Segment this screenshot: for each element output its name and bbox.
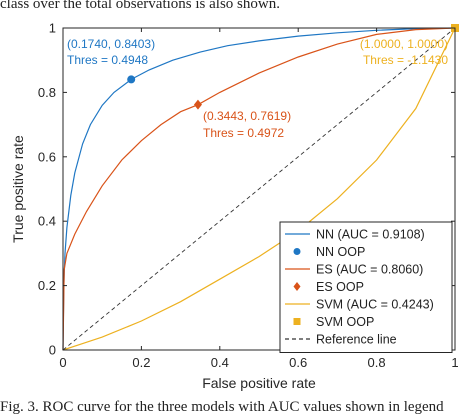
legend-label: ES (AUC = 0.8060) xyxy=(316,263,423,277)
legend-label: Reference line xyxy=(316,333,397,347)
plot-frame xyxy=(62,27,456,351)
caption-top: class over the total observations is als… xyxy=(0,0,280,12)
x-axis-label: False positive rate xyxy=(202,375,316,391)
y-axis-label: True positive rate xyxy=(10,135,26,243)
legend: NN (AUC = 0.9108) NN OOP ES (AUC = 0.8060)… xyxy=(279,221,453,353)
legend-label: SVM OOP xyxy=(316,315,374,329)
nn-oop-marker xyxy=(127,75,136,84)
annotations-layer: (0.1740, 0.8403) Thres = 0.4948 (0.3443, 0… xyxy=(67,37,448,140)
svm-curve xyxy=(62,27,456,351)
legend-label: NN (AUC = 0.9108) xyxy=(316,228,425,242)
legend-label: NN OOP xyxy=(316,245,365,259)
y-tick-label: 1 xyxy=(49,21,56,36)
x-tick-label: 0.6 xyxy=(289,355,307,370)
y-tick-label: 0.4 xyxy=(38,214,56,229)
y-tick-label: 0 xyxy=(49,343,56,358)
svm-oop-coords-label: (1.0000, 1.0000) xyxy=(360,37,448,51)
x-tick-label: 0.2 xyxy=(132,355,150,370)
legend-symbol xyxy=(293,282,301,291)
y-tick-label: 0.2 xyxy=(38,278,56,293)
nn-oop-threshold-label: Thres = 0.4948 xyxy=(67,53,148,67)
caption-bottom: Fig. 3. ROC curve for the three models w… xyxy=(0,399,444,415)
x-tick-label: 0.8 xyxy=(368,355,386,370)
ticks-layer: 0 0.2 0.4 0.6 0.8 1 0 0.2 0.4 0.6 0.8 1 xyxy=(38,21,459,371)
legend-box xyxy=(279,221,453,353)
svm-oop-threshold-label: Thres = -1.1430 xyxy=(363,53,448,67)
legend-label: SVM (AUC = 0.4243) xyxy=(316,298,434,312)
x-tick-label: 1 xyxy=(451,355,458,370)
y-tick-label: 0.6 xyxy=(38,149,56,164)
ref-curve xyxy=(62,27,456,351)
x-tick-label: 0 xyxy=(59,355,66,370)
es-oop-threshold-label: Thres = 0.4972 xyxy=(203,126,284,140)
nn-oop-coords-label: (0.1740, 0.8403) xyxy=(67,37,155,51)
es-curve xyxy=(62,27,456,351)
es-oop-coords-label: (0.3443, 0.7619) xyxy=(203,109,291,123)
legend-label: ES OOP xyxy=(316,280,364,294)
y-tick-label: 0.8 xyxy=(38,85,56,100)
legend-symbol xyxy=(293,248,301,255)
x-tick-label: 0.4 xyxy=(211,355,229,370)
legend-symbol xyxy=(293,318,301,325)
es-oop-marker xyxy=(193,99,202,110)
